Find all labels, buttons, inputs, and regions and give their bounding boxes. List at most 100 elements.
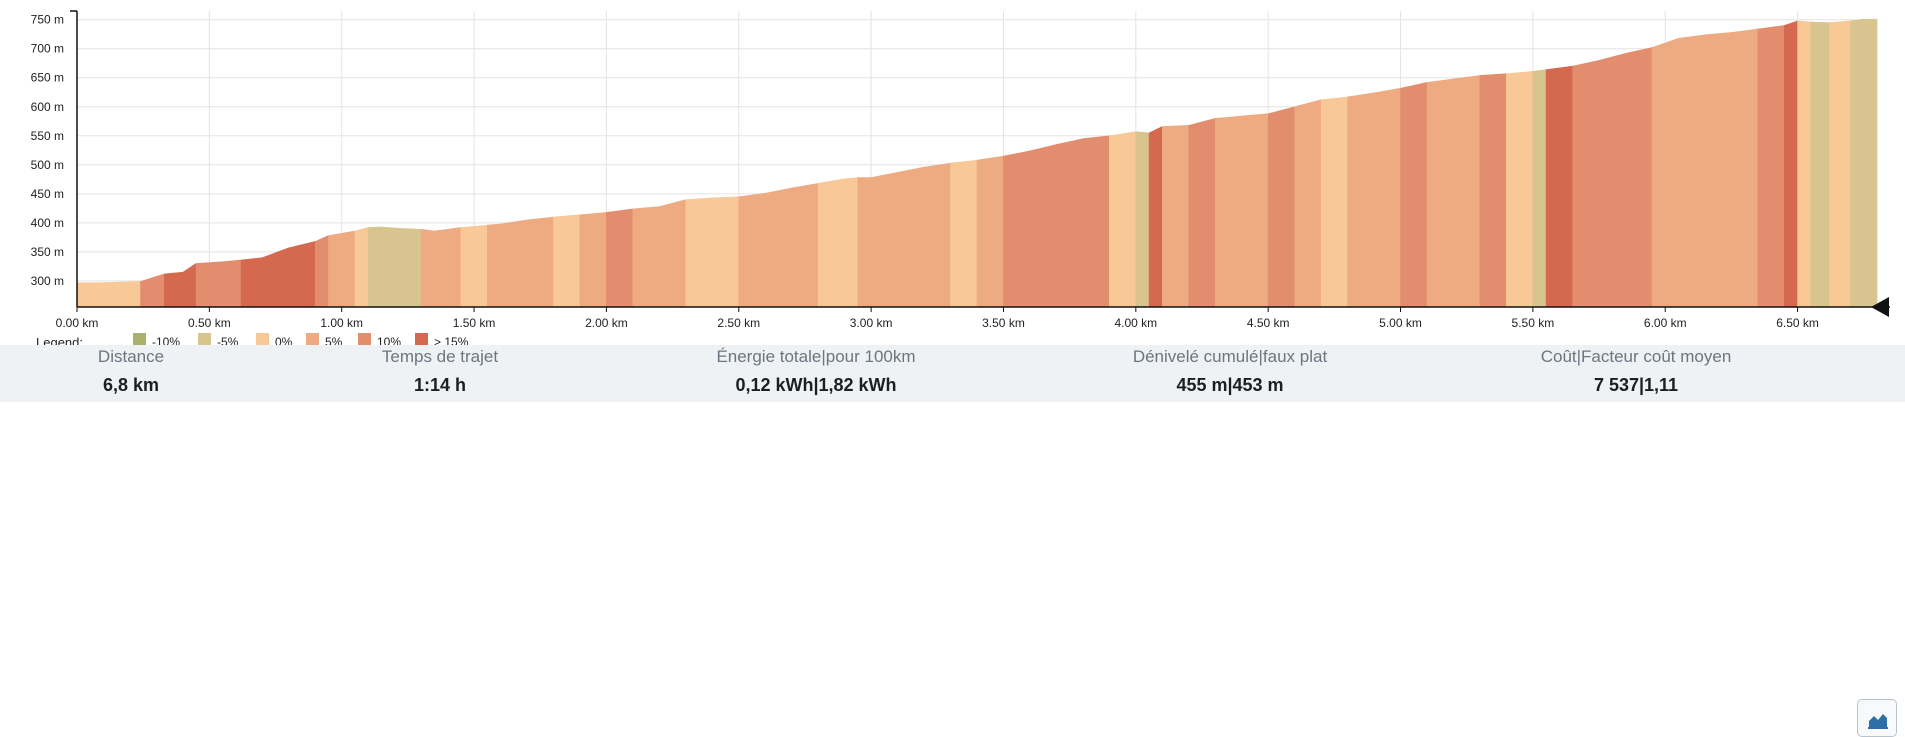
gradient-segment [76, 282, 99, 308]
stat-distance: Distance 6,8 km [0, 345, 281, 396]
x-tick-label: 6.00 km [1644, 316, 1687, 330]
legend-label: 5% [325, 335, 343, 345]
stat-travel-time-label: Temps de trajet [381, 347, 499, 366]
x-tick-label: 3.50 km [982, 316, 1025, 330]
x-tick-labels: 0.00 km 0.50 km 1.00 km 1.50 km 2.00 km 2.50 … [56, 316, 1819, 330]
gradient-segment [288, 241, 316, 308]
gradient-segment [1572, 59, 1600, 308]
gradient-segment [182, 262, 197, 308]
gradient-segment [1161, 125, 1190, 308]
gradient-segment [1532, 69, 1547, 308]
gradient-segment [97, 281, 120, 308]
gradient-segment [1850, 18, 1865, 308]
legend-label: > 15% [434, 335, 469, 345]
gradient-segment [1148, 126, 1163, 308]
gradient-segment [923, 162, 951, 308]
gradient-segment [1294, 99, 1322, 308]
gradient-segment [119, 281, 141, 308]
gradient-segment [1426, 78, 1454, 308]
gradient-segment [367, 226, 382, 308]
legend-swatch [306, 333, 319, 345]
legend: Legend: -10% -5% 0% 5% 10% > 15% [36, 333, 469, 345]
legend-title: Legend: [36, 335, 83, 345]
x-tick-label: 1.50 km [453, 316, 496, 330]
y-tick-label: 450 m [31, 187, 64, 201]
x-tick-label: 6.50 km [1776, 316, 1819, 330]
gradient-segment [1810, 21, 1830, 308]
gradient-segment [1214, 115, 1243, 308]
x-tick-label: 1.00 km [320, 316, 363, 330]
area-chart-icon [1868, 714, 1888, 729]
stat-travel-time: Temps de trajet 1:14 h [290, 345, 590, 396]
gradient-segment [1598, 52, 1626, 308]
legend-label: -10% [152, 335, 180, 345]
stat-distance-value: 6,8 km [102, 375, 160, 395]
gradient-segment [1347, 92, 1375, 308]
stat-elevation-label: Dénivelé cumulé|faux plat [1132, 347, 1328, 366]
gradient-segment [222, 259, 242, 308]
y-tick-label: 650 m [31, 71, 64, 85]
gradient-segment [1320, 96, 1348, 308]
x-tick-label: 5.00 km [1379, 316, 1422, 330]
x-tick-label: 4.00 km [1114, 316, 1157, 330]
position-marker-icon[interactable] [1871, 297, 1889, 317]
legend-swatch [198, 333, 211, 345]
gradient-segment [1704, 32, 1732, 308]
gradient-segment [1029, 144, 1057, 308]
stat-distance-label: Distance [97, 347, 165, 366]
gradient-segment [1625, 47, 1653, 308]
gradient-segment [1400, 82, 1428, 308]
legend-swatch [415, 333, 428, 345]
y-tick-label: 550 m [31, 129, 64, 143]
stat-cost: Coût|Facteur coût moyen 7 537|1,11 [1486, 345, 1786, 396]
y-tick-label: 500 m [31, 158, 64, 172]
gradient-segment [1373, 87, 1401, 308]
gradient-segment [738, 192, 766, 308]
y-tick-label: 700 m [31, 42, 64, 56]
gradient-segment [659, 199, 687, 308]
gradient-segment [606, 208, 634, 308]
stat-travel-time-value: 1:14 h [413, 375, 467, 395]
gradient-segment [1135, 131, 1150, 308]
gradient-segment [1506, 71, 1534, 308]
gradient-segment [314, 235, 329, 308]
gradient-segment [328, 230, 356, 308]
gradient-segment [1651, 37, 1679, 308]
gradient-segment [844, 177, 859, 308]
gradient-segment [1453, 75, 1481, 308]
gradient-segment [140, 273, 165, 308]
gradient-segment [1003, 150, 1031, 308]
gradient-segment [381, 226, 395, 308]
gradient-segment [460, 224, 488, 308]
trip-stats-bar: Distance 6,8 km Temps de trajet 1:14 h É… [0, 345, 1905, 737]
x-tick-label: 2.50 km [717, 316, 760, 330]
legend-swatch [358, 333, 371, 345]
x-tick-label: 4.50 km [1247, 316, 1290, 330]
gradient-segment [579, 212, 607, 308]
gradient-segment [950, 159, 978, 308]
x-tick-label: 0.50 km [188, 316, 231, 330]
gradient-segment [870, 171, 898, 308]
gradient-segment [240, 257, 263, 308]
legend-label: 0% [275, 335, 293, 345]
y-tick-labels: 300 m 350 m 400 m 450 m 500 m 550 m 600 m 650 m… [31, 13, 64, 288]
gradient-segment [500, 219, 528, 308]
gradient-segment [711, 196, 740, 308]
gradient-segment [1863, 18, 1878, 308]
gradient-segment [1757, 25, 1785, 308]
elevation-profile-chart[interactable]: 300 m 350 m 400 m 450 m 500 m 550 m 600 m 650 m… [0, 0, 1905, 345]
gradient-segment [261, 247, 290, 308]
chart-type-button[interactable] [1857, 699, 1897, 737]
gradient-segments [76, 18, 1878, 308]
gradient-segment [434, 227, 462, 308]
x-tick-label: 0.00 km [56, 316, 99, 330]
stat-elevation: Dénivelé cumulé|faux plat 455 m|453 m [1080, 345, 1380, 396]
gradient-segment [791, 183, 819, 308]
stat-energy: Énergie totale|pour 100km 0,12 kWh|1,82 … [666, 345, 966, 396]
gradient-segment [632, 206, 660, 308]
gradient-segment [1731, 28, 1759, 308]
gradient-segment [553, 214, 581, 308]
gradient-segment [764, 187, 793, 308]
gradient-segment [897, 166, 925, 308]
gradient-segment [1267, 106, 1295, 308]
